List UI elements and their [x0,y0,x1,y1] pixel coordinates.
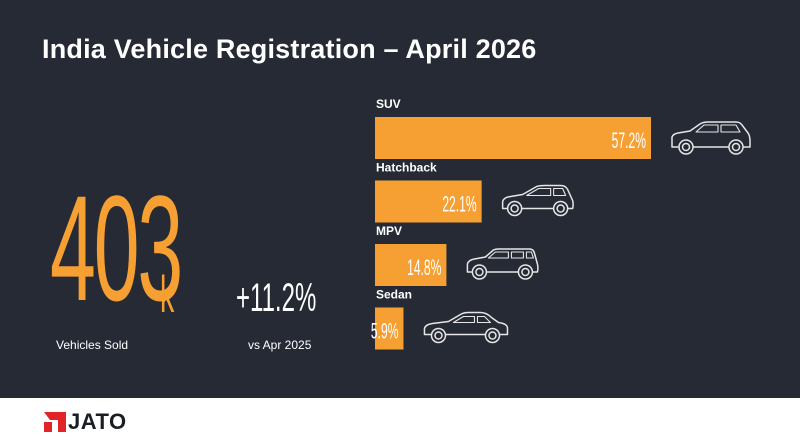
category-label-hatchback: Hatchback [376,161,437,175]
value-label-mpv: 14.8% [407,255,441,280]
category-label-mpv: MPV [376,224,402,238]
jato-logo-mark-icon [44,412,66,432]
growth-label: vs Apr 2025 [248,338,312,352]
bar-hatchback [375,180,482,223]
suv-car-icon [671,121,751,155]
footer: JATO [0,398,800,448]
bar-sedan [375,307,404,350]
value-label-sedan: 5.9% [371,319,399,344]
bar-mpv [375,244,447,286]
jato-logo: JATO [44,409,127,435]
logo-text: JATO [68,409,127,434]
kpi-unit: k [160,266,175,324]
mpv-car-icon [466,248,539,280]
kpi-label: Vehicles Sold [56,338,129,352]
kpi-value: 403 [50,164,183,332]
sedan-car-icon [423,311,509,344]
value-label-hatchback: 22.1% [442,192,476,217]
growth-value: +11.2% [236,276,317,320]
category-label-sedan: Sedan [376,288,412,302]
bar-suv [375,117,651,159]
value-label-suv: 57.2% [612,128,646,153]
category-label-suv: SUV [376,97,401,111]
page-title: India Vehicle Registration – April 2026 [42,34,537,64]
hatchback-car-icon [501,184,574,217]
